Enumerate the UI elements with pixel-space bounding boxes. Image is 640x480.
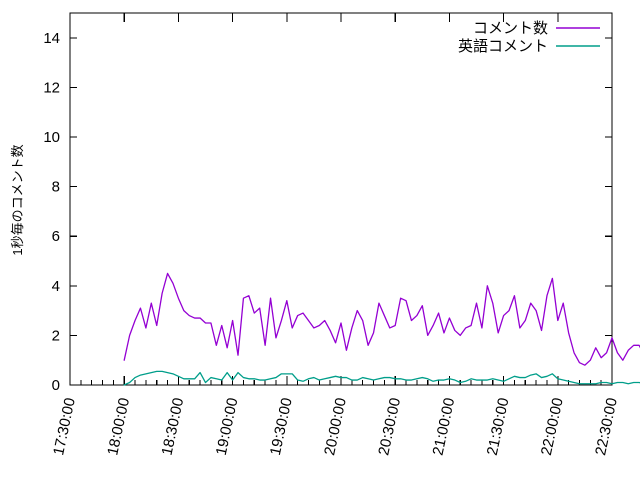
y-tick-label: 8 [52,179,60,196]
y-tick-label: 2 [52,327,60,344]
y-tick-label: 6 [52,228,60,245]
x-axis-ticks [69,13,613,385]
y-tick-label: 10 [43,129,60,146]
y-tick-label: 0 [52,377,60,394]
data-series-group [123,272,640,386]
series-line-2 [123,370,640,386]
legend-label-1: コメント数 [473,20,548,37]
legend-label-2: 英語コメント [458,37,548,55]
y-tick-label: 14 [43,30,60,47]
series-line-1 [123,272,640,366]
y-axis-ticks [70,37,612,386]
y-axis-title: 1秒毎のコメント数 [10,144,25,255]
y-axis-tick-labels: 0 2 4 6 8 10 12 14 [43,30,60,394]
y-tick-label: 4 [52,278,60,295]
y-tick-label: 12 [43,79,60,96]
